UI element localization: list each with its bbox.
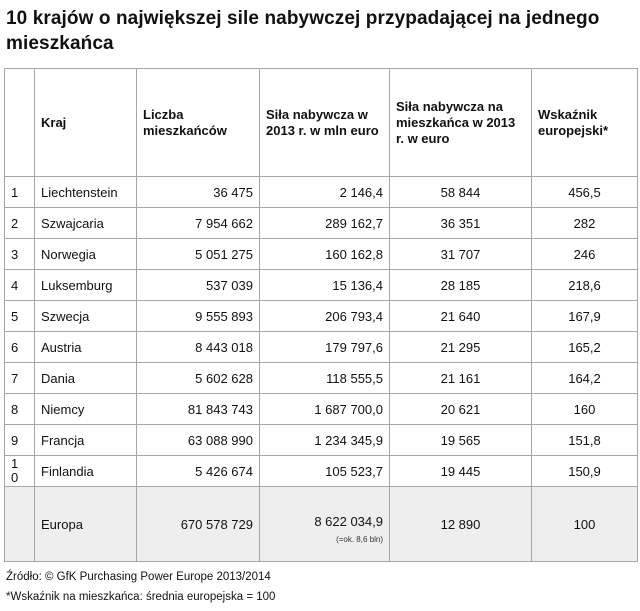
row-per-capita: 19 445 bbox=[389, 455, 532, 487]
row-country: Finlandia bbox=[34, 455, 137, 487]
row-purchasing-power: 289 162,7 bbox=[259, 207, 390, 239]
row-index: 1 bbox=[4, 176, 35, 208]
row-population: 36 475 bbox=[136, 176, 260, 208]
row-purchasing-power: 206 793,4 bbox=[259, 300, 390, 332]
row-per-capita: 28 185 bbox=[389, 269, 532, 301]
row-eu-index: 456,5 bbox=[531, 176, 638, 208]
row-index: 2 bbox=[4, 207, 35, 239]
table-row: 10 Finlandia 5 426 674 105 523,7 19 445 150,9 bbox=[4, 455, 638, 487]
total-purchasing-power-cell: 8 622 034,9 (=ok. 8,6 bln) bbox=[259, 486, 390, 562]
row-population: 8 443 018 bbox=[136, 331, 260, 363]
row-per-capita: 21 295 bbox=[389, 331, 532, 363]
row-per-capita: 21 640 bbox=[389, 300, 532, 332]
row-eu-index: 218,6 bbox=[531, 269, 638, 301]
row-index: 10 bbox=[4, 455, 35, 487]
table-row: 1 Liechtenstein 36 475 2 146,4 58 844 456,5 bbox=[4, 176, 638, 208]
row-purchasing-power: 179 797,6 bbox=[259, 331, 390, 363]
table-row: 8 Niemcy 81 843 743 1 687 700,0 20 621 160 bbox=[4, 393, 638, 425]
row-purchasing-power: 15 136,4 bbox=[259, 269, 390, 301]
table-row: 4 Luksemburg 537 039 15 136,4 28 185 218,6 bbox=[4, 269, 638, 301]
row-eu-index: 160 bbox=[531, 393, 638, 425]
row-per-capita: 58 844 bbox=[389, 176, 532, 208]
row-eu-index: 167,9 bbox=[531, 300, 638, 332]
total-index bbox=[4, 486, 35, 562]
row-purchasing-power: 105 523,7 bbox=[259, 455, 390, 487]
row-per-capita: 31 707 bbox=[389, 238, 532, 270]
row-per-capita: 21 161 bbox=[389, 362, 532, 394]
row-country: Norwegia bbox=[34, 238, 137, 270]
row-index: 8 bbox=[4, 393, 35, 425]
source-note: Źródło: © GfK Purchasing Power Europe 20… bbox=[6, 571, 271, 583]
row-eu-index: 151,8 bbox=[531, 424, 638, 456]
total-per-capita: 12 890 bbox=[389, 486, 532, 562]
table-row: 6 Austria 8 443 018 179 797,6 21 295 165,2 bbox=[4, 331, 638, 363]
row-purchasing-power: 118 555,5 bbox=[259, 362, 390, 394]
row-index: 6 bbox=[4, 331, 35, 363]
row-eu-index: 150,9 bbox=[531, 455, 638, 487]
row-purchasing-power: 2 146,4 bbox=[259, 176, 390, 208]
row-country: Szwecja bbox=[34, 300, 137, 332]
row-eu-index: 282 bbox=[531, 207, 638, 239]
row-index: 7 bbox=[4, 362, 35, 394]
row-eu-index: 165,2 bbox=[531, 331, 638, 363]
row-per-capita: 19 565 bbox=[389, 424, 532, 456]
row-population: 5 051 275 bbox=[136, 238, 260, 270]
total-country: Europa bbox=[34, 486, 137, 562]
row-country: Dania bbox=[34, 362, 137, 394]
total-eu-index: 100 bbox=[531, 486, 638, 562]
row-index: 4 bbox=[4, 269, 35, 301]
total-row: Europa 670 578 729 8 622 034,9 (=ok. 8,6 bl… bbox=[4, 486, 638, 562]
table-row: 5 Szwecja 9 555 893 206 793,4 21 640 167,9 bbox=[4, 300, 638, 332]
row-population: 9 555 893 bbox=[136, 300, 260, 332]
row-country: Francja bbox=[34, 424, 137, 456]
row-purchasing-power: 1 234 345,9 bbox=[259, 424, 390, 456]
row-index: 9 bbox=[4, 424, 35, 456]
row-country: Luksemburg bbox=[34, 269, 137, 301]
purchasing-power-table: Kraj Liczba mieszkańców Siła nabywcza w … bbox=[4, 68, 638, 562]
row-eu-index: 246 bbox=[531, 238, 638, 270]
row-per-capita: 20 621 bbox=[389, 393, 532, 425]
row-population: 7 954 662 bbox=[136, 207, 260, 239]
row-per-capita: 36 351 bbox=[389, 207, 532, 239]
row-country: Szwajcaria bbox=[34, 207, 137, 239]
header-eu-index: Wskaźnik europejski* bbox=[531, 68, 638, 177]
row-country: Liechtenstein bbox=[34, 176, 137, 208]
header-row: Kraj Liczba mieszkańców Siła nabywcza w … bbox=[4, 68, 638, 177]
table-row: 2 Szwajcaria 7 954 662 289 162,7 36 351 282 bbox=[4, 207, 638, 239]
header-population: Liczba mieszkańców bbox=[136, 68, 260, 177]
table-row: 7 Dania 5 602 628 118 555,5 21 161 164,2 bbox=[4, 362, 638, 394]
row-country: Niemcy bbox=[34, 393, 137, 425]
footnote: *Wskaźnik na mieszkańca: średnia europej… bbox=[6, 591, 276, 603]
row-purchasing-power: 1 687 700,0 bbox=[259, 393, 390, 425]
table-row: 3 Norwegia 5 051 275 160 162,8 31 707 246 bbox=[4, 238, 638, 270]
total-purchasing-power: 8 622 034,9 bbox=[314, 514, 383, 529]
row-population: 5 602 628 bbox=[136, 362, 260, 394]
header-purchasing-power: Siła nabywcza w 2013 r. w mln euro bbox=[259, 68, 390, 177]
row-country: Austria bbox=[34, 331, 137, 363]
row-population: 63 088 990 bbox=[136, 424, 260, 456]
row-index: 3 bbox=[4, 238, 35, 270]
row-index: 5 bbox=[4, 300, 35, 332]
header-per-capita: Siła nabywcza na mieszkańca w 2013 r. w … bbox=[389, 68, 532, 177]
row-purchasing-power: 160 162,8 bbox=[259, 238, 390, 270]
total-power-note: (=ok. 8,6 bln) bbox=[336, 535, 383, 544]
header-country: Kraj bbox=[34, 68, 137, 177]
row-population: 81 843 743 bbox=[136, 393, 260, 425]
table-title: 10 krajów o największej sile nabywczej p… bbox=[6, 8, 600, 54]
row-population: 5 426 674 bbox=[136, 455, 260, 487]
header-index bbox=[4, 68, 35, 177]
row-population: 537 039 bbox=[136, 269, 260, 301]
total-population: 670 578 729 bbox=[136, 486, 260, 562]
row-eu-index: 164,2 bbox=[531, 362, 638, 394]
table-row: 9 Francja 63 088 990 1 234 345,9 19 565 151,8 bbox=[4, 424, 638, 456]
